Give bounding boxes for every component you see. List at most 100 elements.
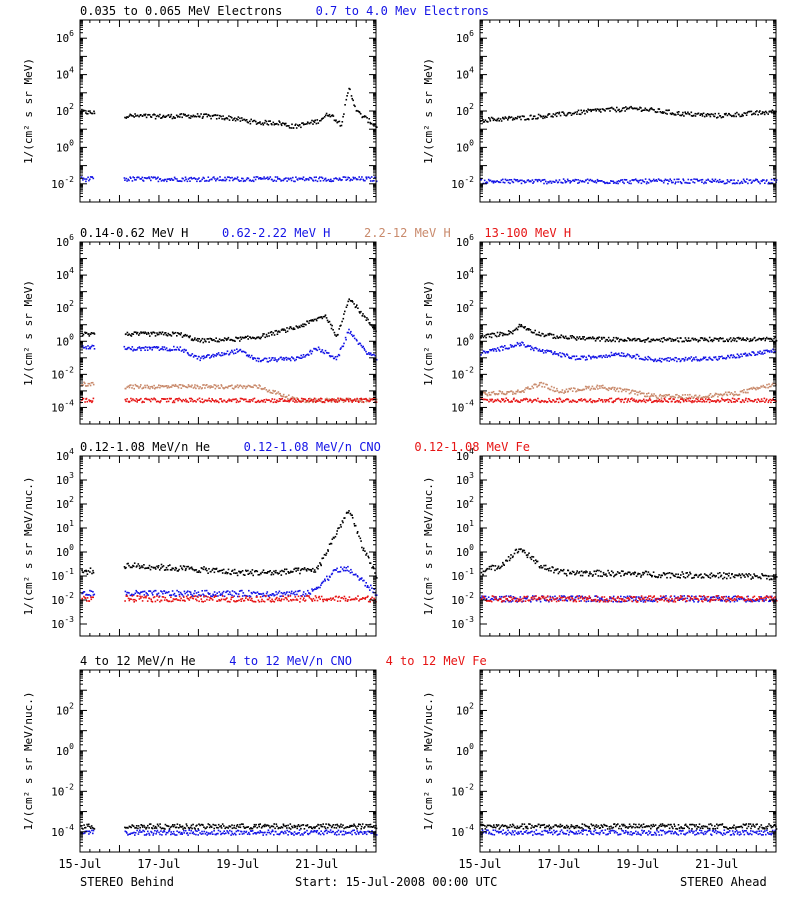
legend-entry: 13-100 MeV H [484,226,571,240]
data-point [668,109,670,111]
data-point [148,564,151,567]
data-point [274,390,276,392]
data-point [252,591,255,593]
data-point [288,591,291,593]
data-point [704,339,707,341]
data-point [574,111,577,114]
data-point [635,339,638,342]
data-point [589,336,591,339]
data-point [528,118,530,121]
data-point [305,568,307,571]
data-point [544,400,547,403]
data-point [758,181,760,183]
data-point [608,397,611,400]
data-point [680,359,682,362]
data-point [771,351,773,353]
data-point [702,112,705,115]
data-point [594,401,596,403]
data-point [665,109,667,112]
data-point [180,180,183,183]
data-point [614,352,617,355]
data-point [597,108,600,111]
data-point [220,385,223,387]
data-point [177,570,179,572]
data-point [222,339,224,341]
data-point [148,176,150,178]
data-point [530,331,533,333]
data-point [297,569,299,571]
data-point [542,382,545,385]
data-point [136,565,138,567]
data-point [248,589,250,592]
data-point [157,180,160,183]
data-point [581,111,583,114]
data-point [136,348,138,351]
data-point [144,346,147,348]
data-point [185,398,187,401]
data-point [311,319,314,321]
data-point [253,591,256,594]
data-point [288,127,291,129]
data-point [640,392,643,394]
data-point [614,390,617,392]
data-point [634,178,637,180]
data-point [152,114,154,116]
data-point [486,182,489,184]
data-point [213,400,216,403]
data-point [728,113,730,115]
data-point [192,356,195,358]
data-point [520,118,522,121]
data-point [225,338,227,340]
data-point [369,352,372,354]
data-point [516,117,518,120]
data-point [373,398,375,400]
data-point [261,388,263,391]
data-point [231,176,233,179]
data-point [285,568,288,571]
data-point [543,386,546,388]
data-point [235,593,238,595]
data-point [262,569,265,571]
data-point [147,567,150,569]
data-point [651,395,653,397]
data-point [739,337,742,340]
data-point [507,330,510,332]
data-point [648,356,651,359]
data-point [535,178,537,181]
data-point [530,180,532,183]
data-point [181,400,183,403]
data-point [488,391,490,394]
data-point [224,117,227,120]
data-point [129,594,132,597]
data-point [191,353,194,355]
legend-entry: 0.62-2.22 MeV H [222,226,330,240]
data-point [351,401,353,403]
data-point [236,176,239,178]
data-point [673,396,675,398]
data-point [290,327,293,330]
data-point [157,566,159,569]
data-point [656,397,659,400]
data-point [366,117,368,119]
data-point [150,566,153,568]
data-point [559,352,561,354]
data-point [587,400,589,403]
data-point [300,568,303,571]
data-point [332,115,335,117]
data-point [354,105,356,108]
data-point [187,335,190,338]
data-point [282,592,284,595]
data-point [583,181,586,183]
data-point [164,592,167,594]
data-point [340,526,342,528]
data-point [593,356,596,359]
data-point [548,388,551,391]
data-point [666,179,669,181]
data-point [159,331,162,334]
data-point [158,384,160,386]
data-point [530,348,532,351]
data-point [734,338,736,340]
data-point [362,345,364,348]
data-point [132,333,135,335]
data-point [82,384,84,386]
